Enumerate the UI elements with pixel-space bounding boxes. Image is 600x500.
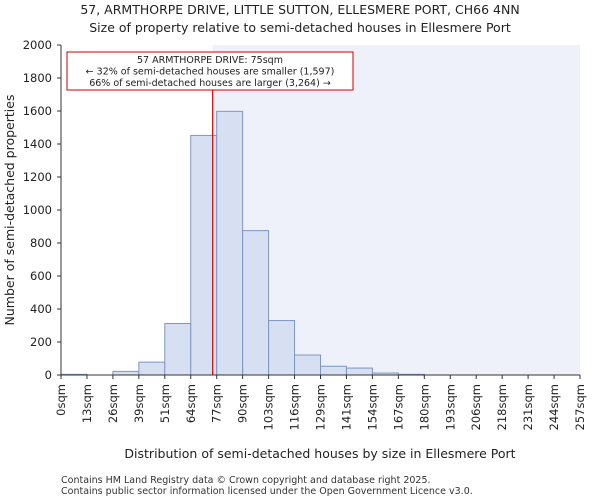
chart-title-line-2: Size of property relative to semi-detach… bbox=[89, 20, 511, 35]
x-tick-label: 103sqm bbox=[262, 384, 276, 430]
annotation-line: ← 32% of semi-detached houses are smalle… bbox=[86, 67, 335, 78]
histogram-bar bbox=[112, 370, 140, 376]
x-tick-label: 64sqm bbox=[184, 384, 198, 423]
y-tick-label: 1200 bbox=[23, 170, 52, 184]
y-tick-label: 200 bbox=[30, 335, 52, 349]
footer-line-2: Contains public sector information licen… bbox=[61, 486, 473, 497]
x-tick-label: 154sqm bbox=[365, 384, 379, 430]
x-tick-label: 206sqm bbox=[469, 384, 483, 430]
annotation-line: 66% of semi-detached houses are larger (… bbox=[89, 78, 331, 89]
y-tick-label: 2000 bbox=[23, 38, 52, 52]
plot-area: 0 200 400 600 800 1000 1200 1400 1600 1800 2000 0sq… bbox=[23, 38, 587, 430]
x-tick-label: 141sqm bbox=[339, 384, 353, 430]
annotation-box bbox=[66, 51, 354, 91]
chart-title-line-1: 57, ARMTHORPE DRIVE, LITTLE SUTTON, ELLE… bbox=[80, 2, 519, 17]
y-axis-label: Number of semi-detached properties bbox=[2, 95, 17, 326]
x-tick-label: 13sqm bbox=[80, 384, 94, 423]
histogram-bar bbox=[242, 230, 270, 376]
y-tick-label: 1800 bbox=[23, 71, 52, 85]
x-tick-label: 116sqm bbox=[288, 384, 302, 430]
footer-line-1: Contains HM Land Registry data © Crown c… bbox=[61, 475, 431, 486]
annotation-line: 57 ARMTHORPE DRIVE: 75sqm bbox=[137, 55, 283, 66]
x-tick-label: 77sqm bbox=[210, 384, 224, 423]
histogram-bar bbox=[138, 361, 166, 376]
histogram-bar bbox=[345, 367, 373, 376]
histogram-bar bbox=[320, 365, 347, 376]
x-tick-label: 39sqm bbox=[132, 384, 146, 423]
y-tick-label: 800 bbox=[30, 236, 52, 250]
y-tick-label: 1000 bbox=[23, 203, 52, 217]
x-tick-label: 231sqm bbox=[521, 384, 535, 430]
histogram-bar bbox=[294, 354, 321, 376]
histogram-bar bbox=[268, 320, 296, 376]
x-tick-label: 193sqm bbox=[443, 384, 457, 430]
x-tick-label: 257sqm bbox=[573, 384, 587, 430]
histogram-bar bbox=[216, 110, 244, 376]
x-tick-label: 218sqm bbox=[495, 384, 509, 430]
x-tick-label: 167sqm bbox=[391, 384, 405, 430]
x-tick-label: 129sqm bbox=[314, 384, 328, 430]
x-tick-label: 51sqm bbox=[158, 384, 172, 423]
x-tick-label: 90sqm bbox=[236, 384, 250, 423]
histogram-bar bbox=[164, 323, 192, 376]
x-tick-label: 26sqm bbox=[106, 384, 120, 423]
x-axis-label: Distribution of semi-detached houses by … bbox=[124, 446, 515, 461]
x-tick-label: 0sqm bbox=[54, 384, 68, 416]
x-tick-label: 180sqm bbox=[417, 384, 431, 430]
y-tick-label: 1600 bbox=[23, 104, 52, 118]
y-tick-label: 0 bbox=[45, 368, 52, 382]
y-tick-label: 600 bbox=[30, 269, 52, 283]
y-tick-label: 400 bbox=[30, 302, 52, 316]
x-tick-label: 244sqm bbox=[547, 384, 561, 430]
larger-region-shade bbox=[212, 45, 580, 375]
y-tick-label: 1400 bbox=[23, 137, 52, 151]
